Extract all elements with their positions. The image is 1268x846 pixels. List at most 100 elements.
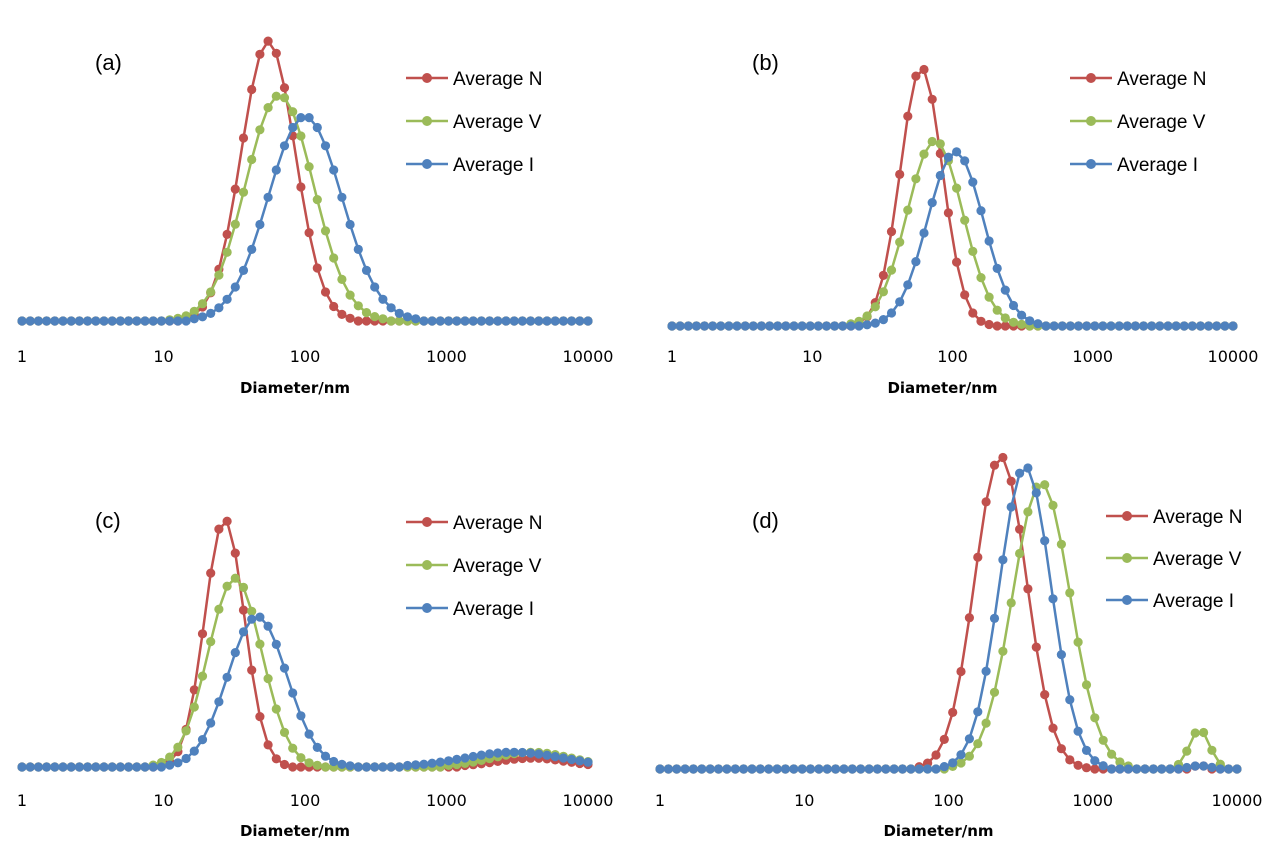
data-point [976, 273, 986, 283]
x-tick-label: 10000 [563, 347, 614, 366]
data-point [1000, 321, 1010, 331]
data-point [989, 687, 1000, 697]
data-point [189, 306, 199, 316]
data-point [255, 612, 265, 622]
data-point [509, 747, 519, 757]
legend-marker [1086, 73, 1096, 83]
data-point [1098, 761, 1108, 771]
data-point [148, 316, 158, 326]
data-point [197, 629, 208, 639]
x-tick-label: 10 [802, 347, 822, 366]
data-point [1132, 764, 1142, 774]
data-point [419, 316, 429, 326]
data-point [402, 312, 413, 322]
data-point [923, 764, 933, 774]
data-point [263, 621, 273, 631]
data-point [903, 111, 913, 121]
legend-marker [422, 73, 432, 83]
data-point [427, 758, 437, 768]
data-point [1115, 764, 1125, 774]
series-line [22, 615, 589, 769]
data-point [1033, 319, 1043, 329]
data-point [214, 270, 224, 280]
data-point [919, 228, 929, 238]
data-point [353, 244, 363, 254]
data-point [558, 753, 569, 763]
data-point [17, 316, 27, 326]
data-point [886, 227, 897, 237]
data-point [468, 751, 478, 762]
data-point [263, 36, 273, 46]
data-point [238, 187, 249, 197]
data-point [42, 316, 52, 326]
data-point [1163, 321, 1173, 331]
data-point [296, 753, 306, 763]
data-point [542, 750, 552, 760]
data-point [304, 113, 314, 123]
x-axis-label: Diameter/nm [887, 379, 997, 397]
data-point [181, 726, 191, 736]
data-point [337, 274, 347, 284]
data-point [1195, 321, 1206, 331]
data-point [140, 762, 150, 772]
data-point [83, 762, 93, 772]
data-point [1123, 764, 1133, 774]
data-point [189, 746, 199, 756]
data-point [238, 605, 249, 615]
data-point [206, 308, 216, 318]
data-point [435, 757, 445, 767]
data-point [1098, 735, 1108, 745]
data-point [255, 125, 265, 135]
data-point [124, 316, 134, 326]
data-point [981, 666, 991, 676]
data-point [919, 64, 929, 75]
data-point [247, 606, 257, 616]
data-point [1199, 727, 1209, 738]
data-point [115, 762, 125, 772]
legend-entry: Average I [1153, 591, 1234, 612]
data-point [878, 287, 889, 297]
data-point [247, 84, 257, 95]
data-point [189, 685, 199, 695]
data-point [1056, 650, 1066, 660]
data-point [1073, 321, 1084, 331]
data-point [304, 228, 314, 238]
data-point [493, 748, 503, 758]
data-point [91, 762, 101, 772]
data-point [378, 762, 388, 772]
data-point [394, 308, 404, 318]
data-point [320, 141, 331, 151]
data-point [1065, 695, 1075, 705]
data-point [1006, 476, 1016, 486]
data-point [263, 674, 273, 684]
x-axis-label: Diameter/nm [883, 822, 993, 840]
data-point [732, 321, 742, 331]
data-point [337, 192, 347, 202]
data-point [927, 198, 937, 208]
data-point [1157, 764, 1167, 774]
data-point [764, 764, 774, 774]
data-point [288, 743, 298, 753]
data-point [906, 764, 916, 774]
legend-marker [1122, 553, 1132, 563]
data-point [1082, 321, 1092, 331]
data-point [279, 759, 290, 770]
data-point [1023, 463, 1033, 473]
data-point [288, 107, 298, 117]
data-point [1065, 321, 1075, 331]
data-point [765, 321, 775, 331]
data-point [345, 219, 355, 230]
data-point [838, 321, 848, 331]
data-point [960, 290, 970, 300]
data-point [124, 762, 134, 772]
data-point [58, 316, 68, 326]
panel-label: (a) [95, 50, 122, 75]
data-point [567, 316, 577, 326]
legend-entry: Average I [453, 599, 534, 620]
data-point [197, 671, 208, 681]
data-point [1190, 728, 1200, 738]
data-point [83, 316, 93, 326]
data-point [705, 764, 715, 774]
data-point [831, 764, 841, 774]
data-point [517, 747, 528, 758]
